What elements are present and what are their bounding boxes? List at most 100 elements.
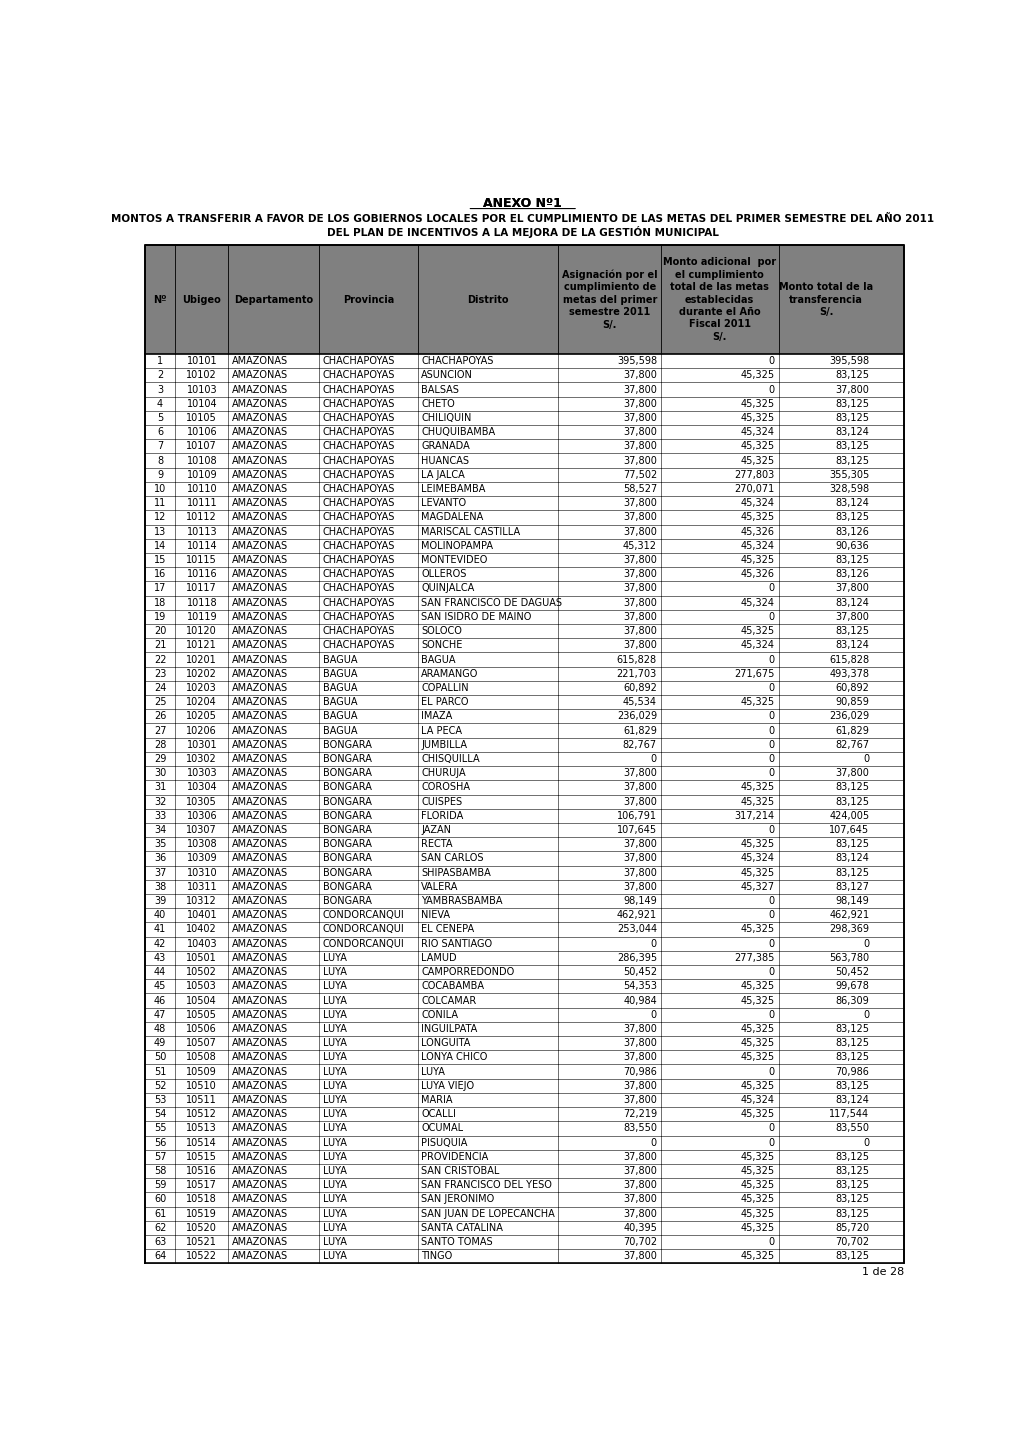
Text: AMAZONAS: AMAZONAS xyxy=(231,1138,287,1148)
Text: 0: 0 xyxy=(767,655,773,665)
Text: 10309: 10309 xyxy=(186,854,217,864)
Text: 90,859: 90,859 xyxy=(835,696,868,707)
Text: 45,324: 45,324 xyxy=(740,1094,773,1105)
Text: 37,800: 37,800 xyxy=(623,839,656,849)
Text: SONCHE: SONCHE xyxy=(421,640,463,650)
Text: BAGUA: BAGUA xyxy=(322,669,357,679)
Text: 37,800: 37,800 xyxy=(623,570,656,580)
Text: 10112: 10112 xyxy=(186,512,217,522)
Text: 10518: 10518 xyxy=(186,1194,217,1204)
Text: 45,324: 45,324 xyxy=(740,499,773,508)
Text: 10307: 10307 xyxy=(186,825,217,835)
Text: 45,324: 45,324 xyxy=(740,541,773,551)
Text: 37,800: 37,800 xyxy=(623,796,656,806)
Text: 395,598: 395,598 xyxy=(616,356,656,366)
Text: 31: 31 xyxy=(154,783,166,793)
Text: 22: 22 xyxy=(154,655,166,665)
Text: 10505: 10505 xyxy=(186,1009,217,1019)
Text: 63: 63 xyxy=(154,1237,166,1247)
Text: AMAZONAS: AMAZONAS xyxy=(231,470,287,480)
Text: 83,124: 83,124 xyxy=(835,427,868,437)
Text: 10302: 10302 xyxy=(186,754,217,764)
Text: 37,800: 37,800 xyxy=(623,1082,656,1090)
Text: 10102: 10102 xyxy=(186,371,217,381)
Text: AMAZONAS: AMAZONAS xyxy=(231,1194,287,1204)
Text: SAN FRANCISCO DE DAGUAS: SAN FRANCISCO DE DAGUAS xyxy=(421,597,561,607)
Text: SANTA CATALINA: SANTA CATALINA xyxy=(421,1223,502,1233)
Text: 10513: 10513 xyxy=(186,1123,217,1133)
Text: 83,125: 83,125 xyxy=(835,441,868,451)
Text: 90,636: 90,636 xyxy=(835,541,868,551)
Text: 10204: 10204 xyxy=(186,696,217,707)
Text: BALSAS: BALSAS xyxy=(421,385,459,395)
Text: AMAZONAS: AMAZONAS xyxy=(231,1208,287,1218)
Text: AMAZONAS: AMAZONAS xyxy=(231,456,287,466)
Text: 51: 51 xyxy=(154,1067,166,1077)
Text: 55: 55 xyxy=(154,1123,166,1133)
Text: 37,800: 37,800 xyxy=(623,640,656,650)
Text: CHACHAPOYAS: CHACHAPOYAS xyxy=(322,385,394,395)
Text: 10516: 10516 xyxy=(186,1167,217,1177)
Text: 10116: 10116 xyxy=(186,570,217,580)
Text: BAGUA: BAGUA xyxy=(322,696,357,707)
Text: CHACHAPOYAS: CHACHAPOYAS xyxy=(322,485,394,495)
Text: 19: 19 xyxy=(154,611,166,622)
Text: 98,149: 98,149 xyxy=(835,895,868,906)
Text: 462,921: 462,921 xyxy=(828,910,868,920)
Text: AMAZONAS: AMAZONAS xyxy=(231,696,287,707)
Text: 45,325: 45,325 xyxy=(740,371,773,381)
Text: 10511: 10511 xyxy=(186,1094,217,1105)
Text: AMAZONAS: AMAZONAS xyxy=(231,910,287,920)
Text: 37,800: 37,800 xyxy=(623,399,656,408)
Text: 83,125: 83,125 xyxy=(835,1252,868,1262)
Text: LUYA VIEJO: LUYA VIEJO xyxy=(421,1082,474,1090)
Text: 21: 21 xyxy=(154,640,166,650)
Text: 83,124: 83,124 xyxy=(835,640,868,650)
Text: AMAZONAS: AMAZONAS xyxy=(231,939,287,949)
Text: BONGARA: BONGARA xyxy=(322,740,371,750)
Text: 83,125: 83,125 xyxy=(835,1180,868,1190)
Text: 37,800: 37,800 xyxy=(623,597,656,607)
Text: 35: 35 xyxy=(154,839,166,849)
Text: Monto adicional  por
el cumplimiento
total de las metas
establecidas
durante el : Monto adicional por el cumplimiento tota… xyxy=(662,258,775,342)
Text: BONGARA: BONGARA xyxy=(322,839,371,849)
Text: 83,124: 83,124 xyxy=(835,597,868,607)
Text: 0: 0 xyxy=(650,1009,656,1019)
Text: 56: 56 xyxy=(154,1138,166,1148)
Text: 72,219: 72,219 xyxy=(623,1109,656,1119)
Text: BONGARA: BONGARA xyxy=(322,825,371,835)
Text: Ubigeo: Ubigeo xyxy=(182,294,221,304)
Text: 0: 0 xyxy=(767,754,773,764)
Text: 10402: 10402 xyxy=(186,924,217,934)
Text: CHACHAPOYAS: CHACHAPOYAS xyxy=(322,555,394,565)
Text: 10103: 10103 xyxy=(186,385,217,395)
Text: 10521: 10521 xyxy=(186,1237,217,1247)
Text: 37,800: 37,800 xyxy=(623,1194,656,1204)
Text: SAN ISIDRO DE MAINO: SAN ISIDRO DE MAINO xyxy=(421,611,531,622)
Text: 10107: 10107 xyxy=(186,441,217,451)
Text: 45,324: 45,324 xyxy=(740,640,773,650)
Text: CHACHAPOYAS: CHACHAPOYAS xyxy=(421,356,493,366)
Text: 37,800: 37,800 xyxy=(623,769,656,779)
Text: 45,326: 45,326 xyxy=(740,570,773,580)
Text: BONGARA: BONGARA xyxy=(322,895,371,906)
Text: 45,324: 45,324 xyxy=(740,854,773,864)
Text: 10502: 10502 xyxy=(186,968,217,978)
Text: 7: 7 xyxy=(157,441,163,451)
Text: 10510: 10510 xyxy=(186,1082,217,1090)
Text: BONGARA: BONGARA xyxy=(322,854,371,864)
Text: 0: 0 xyxy=(650,754,656,764)
Text: AMAZONAS: AMAZONAS xyxy=(231,754,287,764)
Text: AMAZONAS: AMAZONAS xyxy=(231,611,287,622)
Text: 37,800: 37,800 xyxy=(623,868,656,878)
Text: AMAZONAS: AMAZONAS xyxy=(231,895,287,906)
Text: 10305: 10305 xyxy=(186,796,217,806)
Text: BAGUA: BAGUA xyxy=(322,725,357,735)
Text: 10520: 10520 xyxy=(186,1223,217,1233)
Text: 37,800: 37,800 xyxy=(623,371,656,381)
Text: AMAZONAS: AMAZONAS xyxy=(231,995,287,1005)
Text: 83,125: 83,125 xyxy=(835,839,868,849)
Text: OCALLI: OCALLI xyxy=(421,1109,455,1119)
Text: 0: 0 xyxy=(767,711,773,721)
Text: 70,986: 70,986 xyxy=(835,1067,868,1077)
